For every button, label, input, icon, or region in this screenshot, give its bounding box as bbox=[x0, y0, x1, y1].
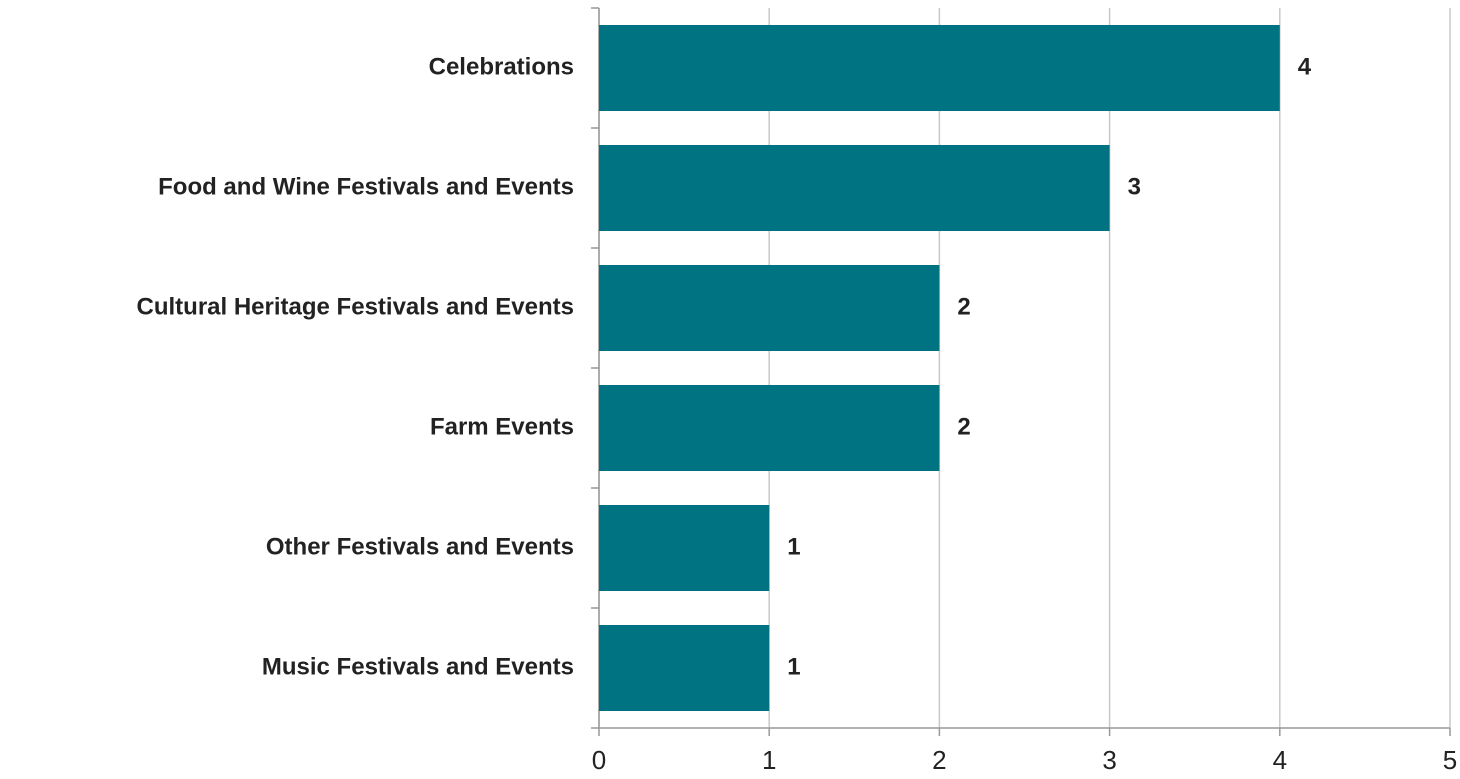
x-tick-label: 4 bbox=[1273, 745, 1287, 775]
y-tick-label: Cultural Heritage Festivals and Events bbox=[137, 293, 574, 320]
y-tick-label: Food and Wine Festivals and Events bbox=[158, 173, 574, 200]
data-label: 3 bbox=[1128, 173, 1141, 200]
data-label: 2 bbox=[957, 293, 970, 320]
bar bbox=[599, 505, 770, 591]
data-label: 1 bbox=[787, 533, 800, 560]
bar bbox=[599, 385, 940, 471]
x-tick-label: 3 bbox=[1102, 745, 1116, 775]
x-tick-label: 1 bbox=[762, 745, 776, 775]
x-tick-label: 5 bbox=[1443, 745, 1457, 775]
y-tick-label: Celebrations bbox=[429, 53, 574, 80]
data-label: 2 bbox=[957, 413, 970, 440]
data-label: 4 bbox=[1298, 53, 1312, 80]
y-tick-label: Music Festivals and Events bbox=[262, 653, 574, 680]
x-tick-label: 2 bbox=[932, 745, 946, 775]
bar bbox=[599, 25, 1280, 111]
data-label: 1 bbox=[787, 653, 800, 680]
bar bbox=[599, 625, 770, 711]
y-tick-label: Farm Events bbox=[430, 413, 574, 440]
x-tick-label: 0 bbox=[592, 745, 606, 775]
bar bbox=[599, 145, 1110, 231]
bar bbox=[599, 265, 940, 351]
y-tick-label: Other Festivals and Events bbox=[266, 533, 574, 560]
